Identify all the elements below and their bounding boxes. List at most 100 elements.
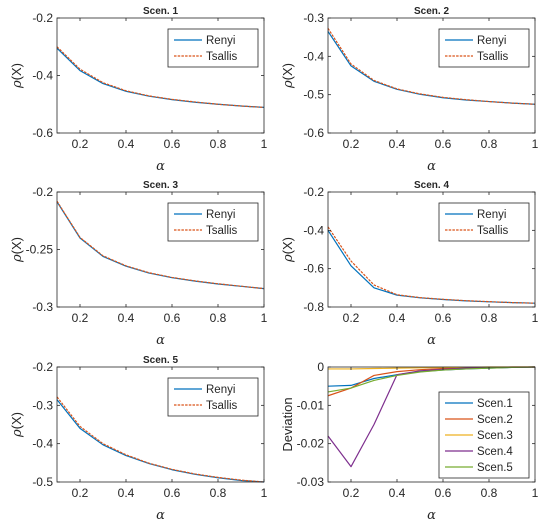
series-line-scen-5 bbox=[327, 366, 536, 393]
y-tick-label: -0.3 bbox=[32, 300, 53, 314]
y-tick-label: -0.4 bbox=[303, 49, 324, 63]
y-axis-label: Deviation bbox=[280, 397, 295, 451]
y-tick-label: 0 bbox=[317, 360, 324, 374]
x-tick-label: 0.6 bbox=[164, 486, 181, 500]
series-line-tsallis bbox=[327, 28, 536, 105]
x-tick-label: 1 bbox=[261, 311, 268, 325]
x-tick-label: 0.2 bbox=[72, 137, 89, 151]
legend-entry-label: Scen.1 bbox=[477, 398, 513, 410]
y-tick-label: -0.3 bbox=[32, 398, 53, 412]
subplot-title: Scen. 3 bbox=[143, 180, 178, 191]
x-tick-label: 0.8 bbox=[481, 311, 498, 325]
subplot-6: 0.2 0.4 0.6 0.8 1 0 -0.01 -0.02 -0.03 α Deviation S… bbox=[280, 360, 539, 523]
x-tick-label: 0.2 bbox=[72, 486, 89, 500]
x-tick-label: 0.4 bbox=[118, 311, 135, 325]
legend-box bbox=[438, 202, 530, 242]
x-axis-label: α bbox=[427, 333, 436, 348]
axes-box bbox=[327, 366, 536, 483]
x-axis-label: α bbox=[427, 159, 436, 174]
legend-entry-label: Tsallis bbox=[206, 225, 238, 237]
y-tick-label: -0.2 bbox=[32, 360, 53, 374]
legend: Renyi Tsallis bbox=[438, 202, 530, 242]
legend: Renyi Tsallis bbox=[167, 202, 259, 242]
legend-box bbox=[167, 377, 259, 417]
x-tick-label: 0.6 bbox=[435, 311, 452, 325]
legend-entry-label: Renyi bbox=[477, 35, 506, 47]
y-tick-label: -0.02 bbox=[297, 437, 325, 451]
y-tick-label: -0.8 bbox=[303, 300, 324, 314]
x-tick-label: 0.2 bbox=[343, 137, 360, 151]
x-tick-label: 0.2 bbox=[343, 486, 360, 500]
x-tick-label: 0.4 bbox=[389, 486, 406, 500]
legend: Renyi Tsallis bbox=[167, 28, 259, 68]
subplot-1: 0.2 0.4 0.6 0.8 1 -0.2 -0.4 -0.6 Scen. 1 α ρ(X) Ren… bbox=[9, 6, 268, 174]
legend-entry-label: Scen.4 bbox=[477, 446, 513, 458]
y-tick-label: -0.2 bbox=[32, 11, 53, 25]
x-axis-label: α bbox=[156, 508, 165, 523]
x-tick-label: 0.4 bbox=[118, 486, 135, 500]
legend-entry-label: Tsallis bbox=[477, 225, 509, 237]
legend-entry-label: Renyi bbox=[206, 209, 235, 221]
y-tick-label: -0.6 bbox=[32, 126, 53, 140]
legend-entry-label: Tsallis bbox=[477, 51, 509, 63]
y-axis-label: ρ(X) bbox=[280, 237, 296, 263]
subplot-title: Scen. 4 bbox=[414, 180, 449, 191]
x-tick-label: 0.6 bbox=[435, 137, 452, 151]
legend-box bbox=[438, 28, 530, 68]
x-tick-label: 1 bbox=[261, 486, 268, 500]
x-tick-label: 0.4 bbox=[389, 311, 406, 325]
x-tick-label: 1 bbox=[532, 137, 539, 151]
x-tick-label: 0.6 bbox=[435, 486, 452, 500]
x-tick-label: 0.8 bbox=[481, 137, 498, 151]
axes-box bbox=[56, 366, 265, 483]
x-tick-label: 0.8 bbox=[210, 311, 227, 325]
legend: Scen.1 Scen.2 Scen.3 Scen.4 Scen.5 bbox=[438, 391, 530, 479]
series-line-tsallis bbox=[56, 396, 265, 483]
y-tick-label: -0.4 bbox=[32, 69, 53, 83]
x-tick-label: 1 bbox=[532, 311, 539, 325]
x-axis-label: α bbox=[156, 333, 165, 348]
legend-box bbox=[167, 28, 259, 68]
y-tick-label: -0.2 bbox=[32, 185, 53, 199]
y-tick-label: -0.01 bbox=[297, 398, 325, 412]
x-axis-label: α bbox=[427, 508, 436, 523]
y-axis-label: ρ(X) bbox=[9, 63, 25, 89]
y-tick-label: -0.5 bbox=[32, 475, 53, 489]
subplot-5: 0.2 0.4 0.6 0.8 1 -0.2 -0.3 -0.4 -0.5 Scen. 5 α ρ(X… bbox=[9, 355, 268, 523]
x-tick-label: 1 bbox=[532, 486, 539, 500]
x-tick-label: 0.6 bbox=[164, 137, 181, 151]
y-tick-label: -0.4 bbox=[303, 223, 324, 237]
legend-entry-label: Renyi bbox=[206, 384, 235, 396]
y-tick-label: -0.2 bbox=[303, 185, 324, 199]
subplot-4: 0.2 0.4 0.6 0.8 1 -0.2 -0.4 -0.6 -0.8 Scen. 4 α ρ(X… bbox=[280, 180, 539, 348]
y-tick-label: -0.5 bbox=[303, 88, 324, 102]
subplot-2: 0.2 0.4 0.6 0.8 1 -0.3 -0.4 -0.5 -0.6 Scen. 2 α ρ(X… bbox=[280, 6, 539, 174]
legend-entry-label: Tsallis bbox=[206, 400, 238, 412]
legend-entry-label: Renyi bbox=[477, 209, 506, 221]
series-line-tsallis bbox=[56, 200, 265, 290]
axes-box bbox=[327, 17, 536, 134]
series-line-tsallis bbox=[327, 226, 536, 304]
legend-entry-label: Scen.3 bbox=[477, 430, 513, 442]
subplot-3: 0.2 0.4 0.6 0.8 1 -0.2 -0.25 -0.3 Scen. 3 α ρ(X) Re… bbox=[9, 180, 268, 348]
x-tick-label: 0.2 bbox=[343, 311, 360, 325]
y-axis-label: ρ(X) bbox=[280, 63, 296, 89]
y-tick-label: -0.25 bbox=[26, 243, 54, 257]
y-tick-label: -0.6 bbox=[303, 126, 324, 140]
legend-box bbox=[167, 202, 259, 242]
x-tick-label: 0.8 bbox=[210, 486, 227, 500]
subplot-title: Scen. 2 bbox=[414, 6, 449, 17]
legend-entry-label: Renyi bbox=[206, 35, 235, 47]
legend-entry-label: Scen.2 bbox=[477, 414, 513, 426]
legend: Renyi Tsallis bbox=[167, 377, 259, 417]
x-tick-label: 0.4 bbox=[389, 137, 406, 151]
x-tick-label: 0.2 bbox=[72, 311, 89, 325]
y-tick-label: -0.3 bbox=[303, 11, 324, 25]
x-tick-label: 0.4 bbox=[118, 137, 135, 151]
y-tick-label: -0.4 bbox=[32, 437, 53, 451]
legend-entry-label: Scen.5 bbox=[477, 462, 513, 474]
subplot-title: Scen. 1 bbox=[143, 6, 178, 17]
x-tick-label: 1 bbox=[261, 137, 268, 151]
y-axis-label: ρ(X) bbox=[9, 412, 25, 438]
